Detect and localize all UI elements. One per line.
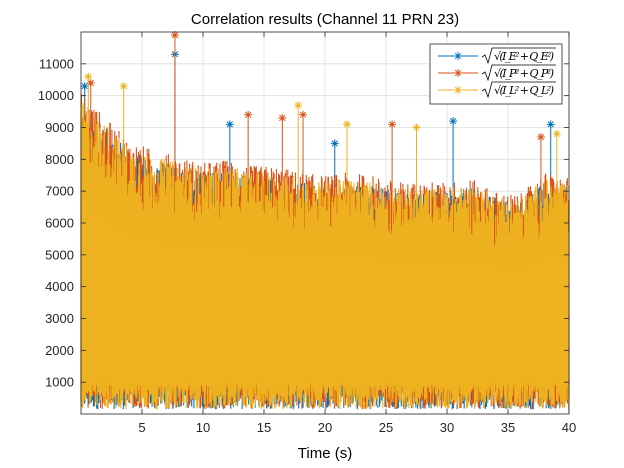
y-tick-label: 9000: [45, 120, 74, 135]
legend-entry: √(I_L² + Q_L²): [438, 81, 556, 99]
series-E-peak-marker: [80, 82, 89, 91]
y-tick-label: 7000: [45, 184, 74, 199]
chart-title: Correlation results (Channel 11 PRN 23): [191, 11, 459, 28]
series-P-peak-marker: [299, 110, 308, 119]
y-tick-label: 3000: [45, 311, 74, 326]
x-tick-label: 30: [440, 420, 454, 435]
legend-radical: [481, 47, 556, 65]
series-P-peak-marker: [86, 78, 95, 87]
series-E-peak-marker: [546, 120, 555, 129]
legend-label: √(I_E² + Q_E²): [494, 50, 554, 63]
x-tick-label: 20: [318, 420, 332, 435]
y-tick-label: 1000: [45, 375, 74, 390]
x-tick-label: 40: [562, 420, 576, 435]
data-layer: [80, 31, 570, 410]
y-tick-label: 6000: [45, 216, 74, 231]
series-L-peak-marker: [342, 120, 351, 129]
x-tick-label: 10: [196, 420, 210, 435]
series-P-peak-marker: [244, 110, 253, 119]
series-P-peak-marker: [170, 31, 179, 40]
series-L-peak-marker: [84, 72, 93, 81]
series-E-peak-marker: [449, 117, 458, 126]
legend-entry: √(I_E² + Q_E²): [438, 47, 556, 65]
x-tick-label: 25: [379, 420, 393, 435]
legend-radical: [481, 81, 556, 99]
y-tick-label: 5000: [45, 247, 74, 262]
series-P-peak-marker: [388, 120, 397, 129]
series-E-peak-marker: [225, 120, 234, 129]
legend-radical: [481, 64, 556, 82]
x-tick-label: 35: [501, 420, 515, 435]
legend-swatch-marker: [454, 52, 462, 60]
x-axis-title: Time (s): [298, 445, 352, 462]
y-tick-label: 4000: [45, 279, 74, 294]
series-E-peak-marker: [330, 139, 339, 148]
legend-swatch-marker: [454, 69, 462, 77]
series-L-peak-marker: [294, 101, 303, 110]
x-tick-label: 5: [138, 420, 145, 435]
dense-overplot: [81, 199, 569, 386]
x-tick-label: 15: [257, 420, 271, 435]
y-tick-label: 10000: [38, 88, 74, 103]
series-L-peak-marker: [412, 123, 421, 132]
series-L-peak-marker: [552, 129, 561, 138]
axis-ticks: 5 10 15 20 25 30 35 40 1000 2000 3000 4000 5000 6000 7…: [38, 32, 576, 435]
y-tick-label: 2000: [45, 343, 74, 358]
legend-label: √(I_L² + Q_L²): [494, 84, 554, 97]
dense-overplot-fill: [81, 199, 569, 386]
series-P-peak-marker: [278, 113, 287, 122]
series-P-peak-marker: [536, 133, 545, 142]
legend-box: [429, 43, 563, 105]
legend-swatch-marker: [454, 86, 462, 94]
legend-entry: √(I_P² + Q_P²): [438, 64, 556, 82]
series-L-peak-marker: [119, 82, 128, 91]
y-tick-label: 11000: [39, 56, 74, 71]
legend-label: √(I_P² + Q_P²): [494, 67, 554, 80]
legend: √(I_E² + Q_E²) √(I_P² + Q_P²) √(I_L² + Q_L…: [429, 43, 563, 105]
y-tick-label: 8000: [45, 152, 74, 167]
